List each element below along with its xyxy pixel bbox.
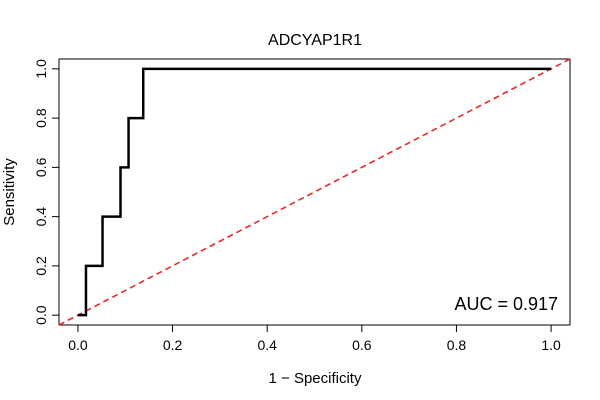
- y-axis-label: Sensitivity: [1, 158, 18, 226]
- x-tick-label: 0.0: [68, 337, 88, 353]
- y-tick-label: 0.4: [33, 207, 49, 227]
- y-axis: 0.0 0.2 0.4 0.6 0.8 1.0: [33, 59, 60, 325]
- y-tick-label: 0.2: [33, 256, 49, 276]
- roc-curve-line: [77, 67, 552, 317]
- x-tick-label: 0.4: [257, 337, 277, 353]
- reference-diagonal-line: [58, 58, 571, 326]
- x-tick-label: 0.6: [352, 337, 372, 353]
- y-tick-label: 0.8: [33, 108, 49, 128]
- x-axis-label: 1 − Specificity: [269, 370, 362, 387]
- x-tick-label: 1.0: [541, 337, 561, 353]
- y-tick-label: 0.0: [33, 305, 49, 325]
- y-tick-label: 1.0: [33, 59, 49, 79]
- y-tick-label: 0.6: [33, 157, 49, 177]
- x-axis: 0.0 0.2 0.4 0.6 0.8 1.0: [68, 324, 561, 353]
- x-tick-label: 0.8: [447, 337, 467, 353]
- auc-annotation: AUC = 0.917: [454, 294, 558, 314]
- x-tick-label: 0.2: [163, 337, 183, 353]
- chart-title: ADCYAP1R1: [268, 32, 362, 49]
